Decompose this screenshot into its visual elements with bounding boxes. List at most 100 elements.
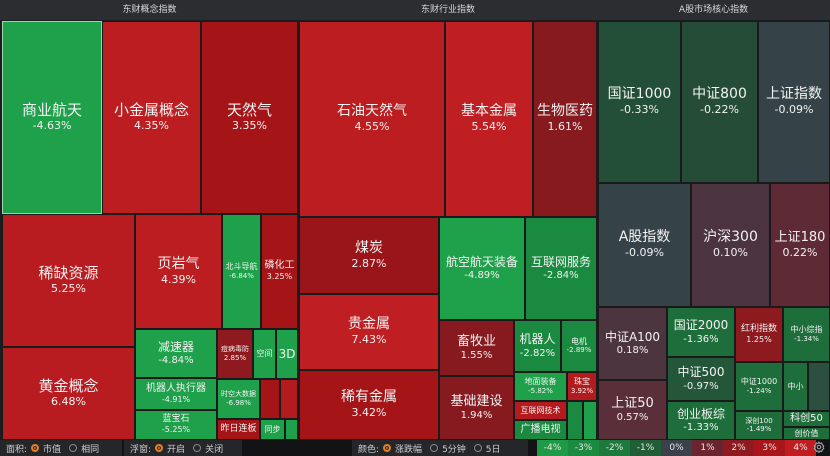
treemap-cell[interactable]: 贵金属 7.43%	[299, 294, 439, 370]
treemap-cell[interactable]: 稀有金属 3.42%	[299, 370, 439, 440]
treemap-cell[interactable]: 蓝宝石 -5.25%	[135, 410, 217, 440]
treemap-cell[interactable]: 时空大数据 -6.98%	[217, 379, 260, 419]
treemap-cell[interactable]: A股指数 -0.09%	[598, 183, 691, 307]
treemap-cell[interactable]: 红利指数 1.25%	[735, 307, 783, 362]
treemap-cell[interactable]: 创业板综 -1.33%	[667, 401, 735, 440]
radio-label[interactable]: 涨跌幅	[395, 444, 423, 455]
float-label: 浮窗:	[130, 444, 152, 455]
cell-pct: -2.84%	[543, 270, 579, 282]
treemap-cell[interactable]: 3D	[276, 329, 298, 379]
legend-swatch: -3%	[568, 440, 599, 456]
cell-name: 昨日连板	[220, 424, 257, 435]
treemap-cell[interactable]: 畜牧业 1.55%	[439, 320, 514, 376]
treemap-cell[interactable]: 深创100 -1.49%	[735, 411, 783, 440]
cell-name: 3D	[278, 346, 296, 361]
gear-icon[interactable]	[812, 441, 826, 455]
treemap-cell[interactable]: 航空航天装备 -4.89%	[439, 217, 525, 320]
treemap-cell[interactable]: 商业航天 -4.63%	[2, 21, 102, 214]
treemap-cell[interactable]: 基本金属 5.54%	[445, 21, 533, 217]
radio-color-change[interactable]	[383, 444, 392, 452]
radio-label[interactable]: 5日	[485, 444, 501, 455]
radio-label[interactable]: 关闭	[205, 444, 224, 455]
color-label: 颜色:	[358, 444, 380, 455]
concept-index-panel: 东财概念指数 商业航天 -4.63% 小金属概念 4.35% 天然气 3.35%…	[0, 0, 299, 440]
treemap-cell[interactable]: 生物医药 1.61%	[533, 21, 597, 217]
radio-label[interactable]: 5分钟	[442, 444, 466, 455]
cell-pct: -2.82%	[519, 347, 556, 359]
cell-name: 小金属概念	[113, 101, 189, 120]
radio-float-on[interactable]	[155, 444, 164, 452]
treemap-cell[interactable]: 中证1000 -1.24%	[735, 362, 783, 411]
treemap-cell[interactable]: 互联网技术	[514, 401, 567, 420]
treemap-cell[interactable]: 基础建设 1.94%	[439, 376, 514, 440]
treemap-cell[interactable]	[285, 419, 298, 440]
treemap-cell[interactable]: 石油天然气 4.55%	[299, 21, 445, 217]
cell-pct: -5.25%	[161, 425, 191, 435]
radio-color-5day[interactable]	[473, 444, 482, 452]
treemap-cell[interactable]: 天然气 3.35%	[201, 21, 298, 214]
treemap-cell[interactable]: 中证500 -0.97%	[667, 357, 735, 401]
treemap-cell[interactable]: 机器人 -2.82%	[514, 320, 561, 372]
treemap-cell[interactable]	[260, 379, 280, 419]
treemap-cell[interactable]: 小金属概念 4.35%	[102, 21, 201, 214]
legend-swatch: -2%	[599, 440, 630, 456]
treemap-cell[interactable]: 国证1000 -0.33%	[598, 21, 681, 183]
treemap-cell[interactable]: 昨日连板	[217, 419, 260, 440]
treemap-cell[interactable]	[567, 401, 583, 440]
treemap-cell[interactable]: 黄金概念 6.48%	[2, 347, 135, 440]
radio-label[interactable]: 开启	[167, 444, 186, 455]
treemap-cell[interactable]: 中证800 -0.22%	[681, 21, 758, 183]
cell-pct: 5.54%	[471, 120, 507, 134]
treemap-cell[interactable]: 空间	[253, 329, 276, 379]
treemap-cell[interactable]: 中小	[783, 362, 808, 411]
cell-name: 中证500	[677, 365, 725, 380]
treemap-cell[interactable]: 磷化工 3.25%	[261, 214, 298, 329]
cell-name: 上证50	[611, 395, 654, 411]
radio-area-marketcap[interactable]	[31, 444, 40, 452]
treemap-cell[interactable]: 减速器 -4.84%	[135, 329, 217, 378]
treemap-cell[interactable]: 科创50	[783, 411, 830, 427]
radio-label[interactable]: 相同	[81, 444, 100, 455]
treemap-cell[interactable]: 创价值	[783, 427, 830, 440]
treemap-cell[interactable]: 北斗导航 -6.84%	[222, 214, 261, 329]
treemap-cell[interactable]	[808, 362, 830, 411]
treemap-cell[interactable]: 珠宝 3.92%	[567, 372, 597, 401]
radio-color-5min[interactable]	[430, 444, 439, 452]
radio-area-equal[interactable]	[69, 444, 78, 452]
treemap-cell[interactable]: 电机 -2.89%	[561, 320, 597, 372]
treemap-cell[interactable]: 广播电视	[514, 420, 567, 440]
radio-float-off[interactable]	[193, 444, 202, 452]
treemap-cell[interactable]: 上证180 0.22%	[770, 183, 830, 307]
treemap-cell[interactable]: 同步	[260, 419, 285, 440]
treemap-cell[interactable]: 国证2000 -1.36%	[667, 307, 735, 357]
treemap-cell[interactable]: 煤炭 2.87%	[299, 217, 439, 294]
treemap-cell[interactable]: 中证A100 0.18%	[598, 307, 667, 380]
cell-name: 中证800	[692, 86, 747, 103]
cell-name: 国证2000	[673, 318, 729, 333]
cell-pct: -0.09%	[774, 103, 814, 117]
treemap-cell[interactable]	[583, 401, 597, 440]
radio-label[interactable]: 市值	[43, 444, 62, 455]
treemap-cell[interactable]: 中小综指 -1.34%	[783, 307, 830, 362]
legend-swatch: -1%	[630, 440, 661, 456]
cell-name: 基础建设	[450, 393, 503, 409]
treemap-cell[interactable]: 地面装备 -5.82%	[514, 372, 567, 401]
treemap-cell[interactable]: 痘病毒防 2.85%	[217, 329, 253, 379]
cell-pct: 3.35%	[232, 119, 267, 133]
treemap-cell[interactable]: 页岩气 4.39%	[135, 214, 222, 329]
cell-name: 科创50	[790, 413, 823, 424]
cell-pct: 1.94%	[460, 410, 493, 422]
treemap-cell[interactable]: 机器人执行器 -4.91%	[135, 378, 217, 410]
cell-pct: 3.42%	[351, 406, 387, 420]
cell-name: 时空大数据	[221, 390, 256, 399]
treemap-cell[interactable]: 稀缺资源 5.25%	[2, 214, 135, 347]
treemap-cell[interactable]: 上证指数 -0.09%	[758, 21, 830, 183]
cell-name: A股指数	[618, 229, 671, 246]
treemap-cell[interactable]: 互联网服务 -2.84%	[525, 217, 597, 320]
treemap-cell[interactable]: 沪深300 0.10%	[691, 183, 770, 307]
cell-name: 痘病毒防	[221, 345, 249, 354]
cell-pct: 0.10%	[713, 246, 748, 260]
cell-name: 沪深300	[703, 229, 758, 246]
treemap-cell[interactable]: 上证50 0.57%	[598, 380, 667, 440]
treemap-cell[interactable]	[280, 379, 298, 419]
